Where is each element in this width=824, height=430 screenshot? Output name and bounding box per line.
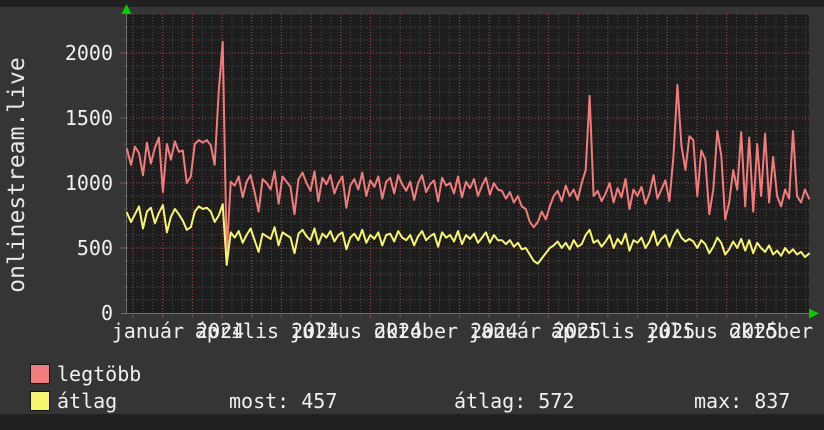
- x-axis-label-apr-2024: április 2024: [194, 319, 340, 343]
- x-axis-label-okt-2025: október 2025: [728, 319, 824, 343]
- legend-label-legtobb: legtöbb: [57, 362, 142, 386]
- x-axis-label-jan-2025: január 2025: [468, 319, 602, 343]
- y-axis-label-2000: 2000: [64, 41, 113, 65]
- stat-most: most: 457: [229, 389, 338, 413]
- legend-label-atlag: átlag: [57, 389, 118, 413]
- x-axis-label-apr-2025: április 2025: [550, 319, 696, 343]
- series-line-átlag: [126, 203, 810, 266]
- y-axis-label-1500: 1500: [64, 106, 113, 130]
- legend-swatch-atlag: [30, 391, 50, 411]
- y-axis-label-500: 500: [76, 236, 113, 260]
- legend-swatch-legtobb: [30, 364, 50, 384]
- x-axis-label-jan-2024: január 2024: [111, 319, 245, 343]
- series-line-legtöbb: [126, 40, 810, 256]
- stat-max: max: 837: [694, 389, 791, 413]
- x-axis-label-jul-2024: július 2024: [289, 319, 423, 343]
- y-axis-label-1000: 1000: [64, 171, 113, 195]
- x-axis-label-jul-2025: július 2025: [645, 319, 779, 343]
- stat-atlag: átlag: 572: [454, 389, 575, 413]
- y-axis-label-0: 0: [100, 301, 113, 325]
- x-axis-label-okt-2024: október 2024: [373, 319, 519, 343]
